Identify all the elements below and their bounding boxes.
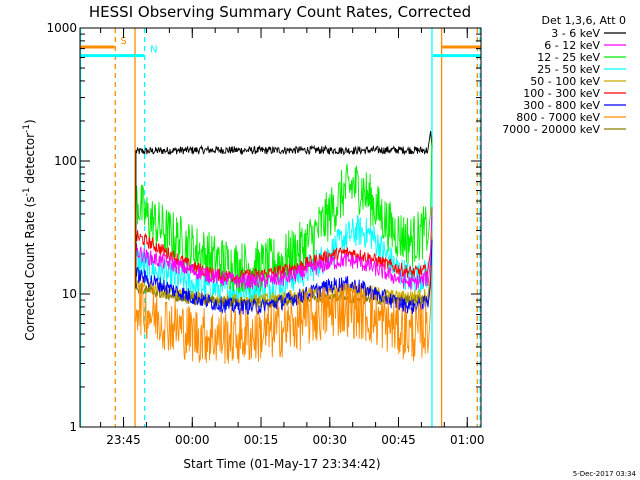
y-axis-label-sup2: -1 <box>22 124 32 133</box>
y-axis-label-part2: detector <box>23 133 37 188</box>
series-line-800-7000-kev <box>135 265 433 364</box>
axis-ticks: 1 10 100 1000 23:45 00:00 00:15 00:30 00:45 01:00 <box>46 21 484 447</box>
series-line-6-12-kev <box>135 215 433 291</box>
chart-title: HESSI Observing Summary Count Rates, Cor… <box>89 3 471 21</box>
legend-label-8: 7000 - 20000 keV <box>502 123 600 136</box>
timestamp: 5-Dec-2017 03:34 <box>573 470 637 478</box>
series-line-7000-20000-kev <box>135 236 433 310</box>
plot-area: SN <box>79 28 481 427</box>
y-tick-label-1: 10 <box>62 287 77 301</box>
series-line-12-25-kev <box>135 137 433 293</box>
series-line-300-800-kev <box>135 239 433 316</box>
legend-label-7: 800 - 7000 keV <box>516 111 600 124</box>
x-tick-label-1: 00:00 <box>175 433 210 447</box>
y-axis-label-sup1: -1 <box>22 187 32 196</box>
y-axis-label-part1: Corrected Count Rate (s <box>23 196 37 340</box>
annotation-label-s: S <box>120 36 126 47</box>
legend-label-5: 100 - 300 keV <box>523 87 600 100</box>
plot-frame <box>79 27 482 428</box>
x-tick-label-5: 01:00 <box>450 433 485 447</box>
x-tick-label-3: 00:30 <box>312 433 347 447</box>
legend-label-2: 12 - 25 keV <box>537 51 600 64</box>
y-axis-label-part3: ) <box>23 119 37 124</box>
annotation-label-n: N <box>150 45 157 56</box>
x-tick-label-2: 00:15 <box>244 433 279 447</box>
legend-label-4: 50 - 100 keV <box>530 75 600 88</box>
legend-header: Det 1,3,6, Att 0 <box>542 14 626 27</box>
x-tick-label-4: 00:45 <box>381 433 416 447</box>
x-tick-label-0: 23:45 <box>106 433 141 447</box>
legend-label-0: 3 - 6 keV <box>551 27 600 40</box>
legend-label-1: 6 - 12 keV <box>544 39 600 52</box>
legend-label-6: 300 - 800 keV <box>523 99 600 112</box>
x-axis-label: Start Time (01-May-17 23:34:42) <box>183 457 380 471</box>
legend-label-3: 25 - 50 keV <box>537 63 600 76</box>
y-tick-label-0: 1 <box>69 420 77 434</box>
y-tick-label-3: 1000 <box>46 21 77 35</box>
series-line-3-6-kev <box>135 130 433 156</box>
y-axis-label: Corrected Count Rate (s-1 detector-1) <box>22 119 37 340</box>
y-tick-label-2: 100 <box>54 154 77 168</box>
